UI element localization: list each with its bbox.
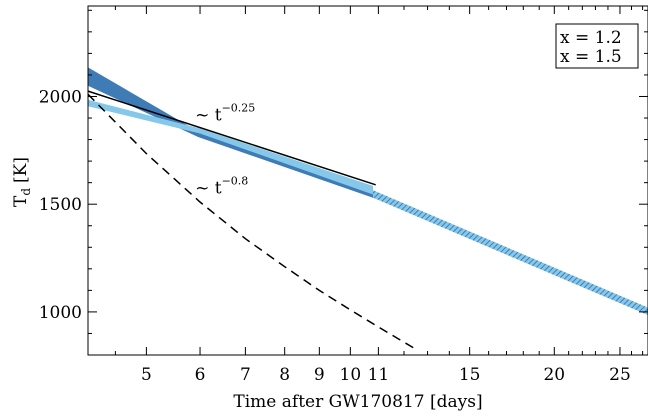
y-axis-title-sub: d <box>19 188 33 196</box>
y-tick-label: 1000 <box>39 303 82 323</box>
legend-entry-2: x = 1.5 <box>560 47 622 67</box>
x-tick-label: 20 <box>543 365 565 385</box>
plot-frame <box>87 5 648 356</box>
annotations: ~ t−0.25 ~ t−0.8 <box>195 102 255 199</box>
legend-entry-1: x = 1.2 <box>560 28 622 48</box>
x-tick-label: 7 <box>240 365 251 385</box>
power-law-annotation-1: ~ t−0.25 <box>195 102 255 126</box>
legend: x = 1.2 x = 1.5 <box>555 23 639 69</box>
x-tick-label: 9 <box>314 365 325 385</box>
x-tick-label: 5 <box>141 365 152 385</box>
hatched-band-series-3 <box>373 190 648 316</box>
x-tick-label: 15 <box>459 365 481 385</box>
legend-box <box>555 23 639 69</box>
y-axis-title: Td [K] <box>11 157 33 207</box>
y-tick-label: 1500 <box>39 195 82 215</box>
x-tick-label: 11 <box>368 365 390 385</box>
solid-power-law-line <box>87 90 376 186</box>
x-tick-label: 6 <box>195 365 206 385</box>
x-axis-title: Time after GW170817 [days] <box>233 392 482 412</box>
dashed-power-law-line <box>87 93 419 352</box>
axis-ticks: 5 6 7 8 9 10 11 15 20 25 1000 1500 2000 <box>39 6 648 385</box>
series-bands <box>88 67 648 316</box>
y-axis-title-main: T <box>11 195 31 207</box>
y-axis-title-unit: [K] <box>11 157 31 183</box>
x-tick-label: 8 <box>279 365 290 385</box>
y-tick-label: 2000 <box>39 87 82 107</box>
band-series-2 <box>88 99 373 195</box>
x-tick-label: 25 <box>609 365 631 385</box>
x-tick-label: 10 <box>340 365 362 385</box>
series-lines <box>87 90 419 352</box>
power-law-annotation-2: ~ t−0.8 <box>195 174 248 198</box>
